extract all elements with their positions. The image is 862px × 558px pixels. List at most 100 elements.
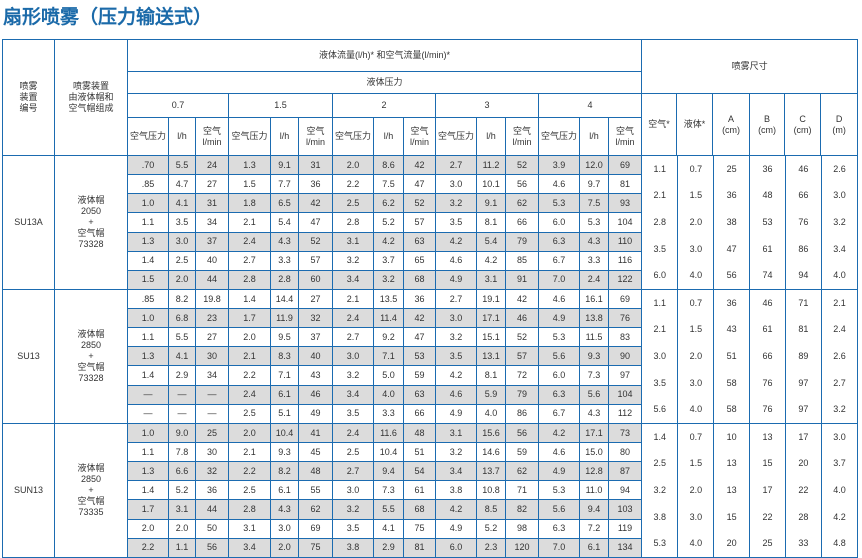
data-cell: 36 <box>403 288 436 310</box>
data-cell: 42 <box>403 308 436 329</box>
data-cell: 9.0 <box>168 422 196 444</box>
data-cell: 97 <box>607 365 643 386</box>
data-cell: 5.3 <box>538 327 580 348</box>
data-cell: 46 <box>298 384 333 405</box>
data-cell: 52 <box>403 193 436 214</box>
data-cell: 69 <box>607 154 643 176</box>
data-cell: 83 <box>607 327 643 348</box>
data-cell: 59 <box>403 365 436 386</box>
spray-size-cell: 61 <box>749 316 786 344</box>
spray-size-cell: 2.1 <box>653 324 666 335</box>
spray-size-cell: 2.0 <box>677 343 714 370</box>
data-cell: 17.1 <box>579 422 609 444</box>
spray-size-row: 1.4 0.7 10 13 17 3.0 <box>643 424 857 451</box>
spray-size-cell: 36 <box>713 182 750 210</box>
data-cell: 11.0 <box>579 480 609 501</box>
data-cell: 1.7 <box>127 499 169 520</box>
data-cell: 1.4 <box>127 365 169 386</box>
data-cell: 4.1 <box>168 346 196 367</box>
header-text: B <box>764 113 771 124</box>
spray-size-block: 1.1 0.7 25 36 46 2.6 2.1 1.5 36 48 66 3.0 2.8 2.0 38 53… <box>641 155 859 290</box>
header-air-lmin: 空气 l/min <box>298 117 333 156</box>
spray-size-cell: 3.2 <box>653 484 666 495</box>
header-unit: l/min <box>409 136 429 147</box>
header-lh: l/h <box>373 117 404 156</box>
data-cell: 9.4 <box>373 461 404 482</box>
page-title: 扇形喷雾（压力输送式） <box>3 6 213 28</box>
data-cell: 2.2 <box>332 174 374 195</box>
data-cell: 3.5 <box>168 212 196 233</box>
data-cell: 3.2 <box>373 269 404 290</box>
data-cell: 3.2 <box>435 442 477 463</box>
data-cell: 2.8 <box>228 499 271 520</box>
data-cell: 57 <box>505 346 539 367</box>
header-pressure-2: 2 <box>332 93 436 118</box>
header-unit: (cm) <box>793 124 812 135</box>
header-composition: 喷雾装置 由液体帽和 空气帽组成 <box>54 39 128 156</box>
header-unit: l/min <box>305 136 325 147</box>
spray-size-cell: 6.0 <box>653 270 666 281</box>
spray-size-cell: 15 <box>713 503 750 531</box>
data-cell: 23 <box>195 308 229 329</box>
data-cell: 71 <box>505 480 539 501</box>
data-cell: 56 <box>195 537 229 558</box>
data-cell: 4.2 <box>538 422 580 444</box>
data-cell: 52 <box>505 154 539 176</box>
header-unit: (cm) <box>758 124 777 135</box>
data-cell: 85 <box>505 250 539 271</box>
spray-size-cell: 1.5 <box>677 182 714 210</box>
composition-line: 2850 <box>80 473 102 484</box>
data-cell: 2.2 <box>228 461 271 482</box>
device-id: SU13 <box>2 288 55 424</box>
data-cell: 68 <box>403 499 436 520</box>
data-cell: 4.1 <box>373 518 404 539</box>
spray-size-cell: 46 <box>784 156 822 183</box>
header-text: 空气 <box>202 125 221 136</box>
data-cell: 2.1 <box>228 212 271 233</box>
data-cell: 2.0 <box>228 422 271 444</box>
data-cell: 2.7 <box>332 461 374 482</box>
composition-line: 73328 <box>78 238 104 249</box>
data-cell: 4.2 <box>435 231 477 252</box>
spray-size-row: 2.8 2.0 38 53 76 3.2 <box>643 209 857 236</box>
data-cell: 10.4 <box>270 422 299 444</box>
data-cell: 5.5 <box>168 327 196 348</box>
composition-line: 液体帽 <box>77 462 105 473</box>
spray-size-cell: 2.0 <box>677 477 714 504</box>
data-cell: 8.5 <box>476 499 506 520</box>
data-cell: 119 <box>607 518 643 539</box>
spray-size-cell: 47 <box>713 235 750 263</box>
data-cell: 56 <box>505 422 539 444</box>
composition-line: 2850 <box>80 339 102 350</box>
data-cell: 2.5 <box>228 480 271 501</box>
spray-size-row: 3.5 3.0 58 76 97 2.7 <box>643 369 857 397</box>
data-cell: 36 <box>195 480 229 501</box>
data-cell: 27 <box>298 288 333 310</box>
data-cell: 8.3 <box>270 346 299 367</box>
spray-size-row: 5.3 4.0 20 25 33 4.8 <box>643 530 857 557</box>
table-row: — — —2.5 5.1 49 3.5 3.3 66 4.9 4.0 86 6.7 4.3 112 <box>3 403 858 424</box>
data-cell: 1.1 <box>168 537 196 558</box>
data-cell: 6.6 <box>168 461 196 482</box>
data-cell: 82 <box>505 499 539 520</box>
header-text: 装置 <box>19 92 38 102</box>
data-cell: 9.1 <box>476 193 506 214</box>
data-cell: 4.9 <box>435 518 477 539</box>
data-cell: 4.7 <box>168 174 196 195</box>
header-lh: l/h <box>579 117 609 156</box>
data-cell: 3.1 <box>228 518 271 539</box>
data-cell: 5.6 <box>538 499 580 520</box>
data-cell: 3.3 <box>373 403 404 424</box>
data-cell: 49 <box>298 403 333 424</box>
data-cell: 3.1 <box>476 269 506 290</box>
data-cell: 5.1 <box>270 403 299 424</box>
data-cell: 44 <box>195 499 229 520</box>
spray-size-cell: 2.6 <box>820 343 857 370</box>
spray-size-cell: 43 <box>713 316 750 344</box>
data-cell: — <box>127 403 169 424</box>
data-cell: 4.0 <box>476 403 506 424</box>
data-cell: 45 <box>298 442 333 463</box>
data-cell: 112 <box>607 403 643 424</box>
header-pressure-0: 0.7 <box>127 93 229 118</box>
spray-size-cell: 53 <box>749 209 786 236</box>
